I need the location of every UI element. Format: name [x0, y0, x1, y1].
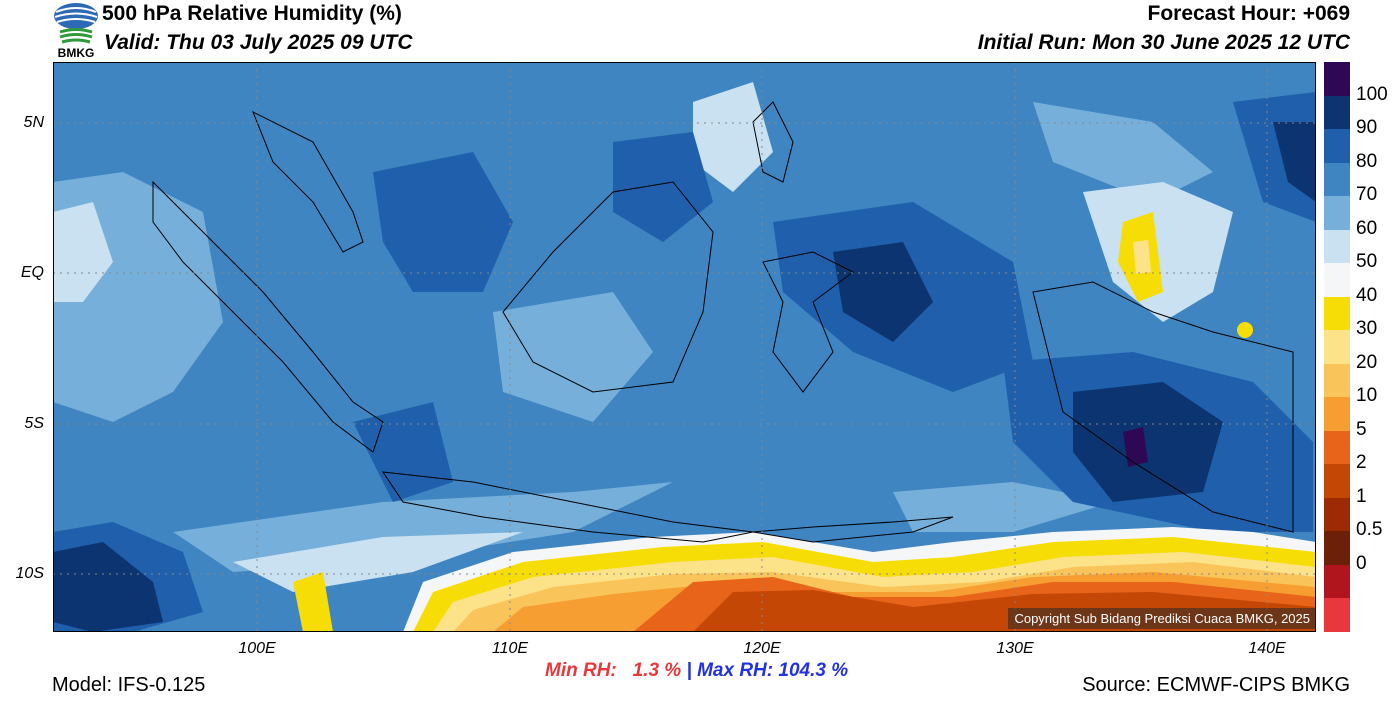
lon-label-100e: 100E	[238, 640, 276, 657]
colorbar-label: 70	[1356, 184, 1378, 206]
colorbar-swatch	[1324, 397, 1350, 432]
colorbar-label: 2	[1356, 452, 1367, 474]
colorbar-label: 30	[1356, 318, 1378, 340]
coast-new-guinea	[1032, 281, 1294, 533]
colorbar-label: 50	[1356, 251, 1378, 273]
colorbar-label: 10	[1356, 385, 1378, 407]
min-rh-value: 1.3 %	[632, 660, 682, 681]
stats-separator: |	[686, 660, 692, 681]
colorbar-swatch	[1324, 129, 1350, 164]
colorbar-label: 0.5	[1356, 519, 1383, 541]
rh-patch	[693, 82, 773, 192]
colorbar-swatch	[1324, 531, 1350, 566]
rh-patch	[233, 532, 523, 592]
colorbar-swatch	[1324, 464, 1350, 499]
rh-patch	[53, 542, 163, 632]
lon-label-110e: 110E	[491, 640, 529, 657]
model-label: Model: IFS-0.125	[52, 674, 206, 696]
rh-patch	[893, 482, 1113, 532]
map-title: 500 hPa Relative Humidity (%)	[102, 2, 402, 25]
forecast-hour: Forecast Hour: +069	[1147, 2, 1351, 25]
rh-patch	[1123, 427, 1148, 467]
colorbar-label: 0	[1356, 552, 1367, 574]
coast-malay-peninsula	[252, 110, 364, 253]
lon-label-140e: 140E	[1248, 640, 1286, 657]
colorbar-label: 40	[1356, 284, 1378, 306]
min-rh-label: Min RH:	[545, 660, 617, 681]
max-rh-label: Max RH:	[697, 660, 774, 681]
colorbar-swatch	[1324, 363, 1350, 398]
bmkg-logo	[52, 2, 100, 60]
source-label: Source: ECMWF-CIPS BMKG	[1082, 674, 1350, 696]
colorbar-swatch	[1324, 598, 1350, 633]
rh-patch	[833, 242, 933, 342]
lat-label-5n: 5N	[23, 114, 44, 131]
max-rh-value: 104.3 %	[778, 660, 849, 681]
colorbar-label: 20	[1356, 351, 1378, 373]
lon-label-130e: 130E	[996, 640, 1034, 657]
coast-borneo	[502, 181, 714, 393]
rh-patch	[373, 152, 513, 292]
copyright-note: Copyright Sub Bidang Prediksi Cuaca BMKG…	[1008, 608, 1316, 629]
humidity-map	[53, 62, 1316, 632]
colorbar-swatch	[1324, 497, 1350, 532]
coast-philippines	[752, 101, 794, 183]
rh-dry-patch	[293, 572, 333, 632]
coast-nusa-tenggara	[752, 516, 954, 543]
coast-sulawesi	[762, 251, 854, 393]
rh-dry-patch	[1133, 240, 1151, 274]
rh-patch	[53, 202, 113, 302]
colorbar-label: 90	[1356, 117, 1378, 139]
colorbar-label: 100	[1356, 83, 1388, 105]
colorbar-label: 1	[1356, 485, 1367, 507]
colorbar-swatch	[1324, 564, 1350, 599]
lat-label-eq: EQ	[20, 264, 44, 281]
rh-patch	[1273, 122, 1316, 202]
colorbar-swatch	[1324, 229, 1350, 264]
lat-label-10s: 10S	[15, 565, 44, 582]
coast-java	[381, 471, 754, 543]
colorbar-swatch	[1324, 430, 1350, 465]
coast-sumatra	[152, 180, 384, 453]
colorbar-swatch	[1324, 263, 1350, 298]
map-frame	[53, 62, 1316, 632]
min-max-stats: Min RH: 1.3 % | Max RH: 104.3 %	[545, 660, 848, 682]
initial-run: Initial Run: Mon 30 June 2025 12 UTC	[977, 31, 1350, 54]
colorbar-swatch	[1324, 330, 1350, 365]
colorbar-swatch	[1324, 62, 1350, 97]
colorbar	[1324, 62, 1350, 633]
rh-patch	[613, 132, 713, 242]
colorbar-swatch	[1324, 95, 1350, 130]
colorbar-swatch	[1324, 162, 1350, 197]
rh-patch	[173, 482, 673, 572]
colorbar-label: 80	[1356, 150, 1378, 172]
lat-label-5s: 5S	[24, 415, 44, 432]
colorbar-swatch	[1324, 196, 1350, 231]
colorbar-swatch	[1324, 296, 1350, 331]
logo-text: BMKG	[57, 46, 95, 60]
colorbar-label: 5	[1356, 418, 1367, 440]
rh-patch	[1033, 102, 1213, 202]
colorbar-label: 60	[1356, 217, 1378, 239]
lon-label-120e: 120E	[743, 640, 781, 657]
rh-dry-patch	[1237, 322, 1253, 338]
valid-time: Valid: Thu 03 July 2025 09 UTC	[104, 31, 413, 54]
rh-patch	[1073, 382, 1223, 502]
